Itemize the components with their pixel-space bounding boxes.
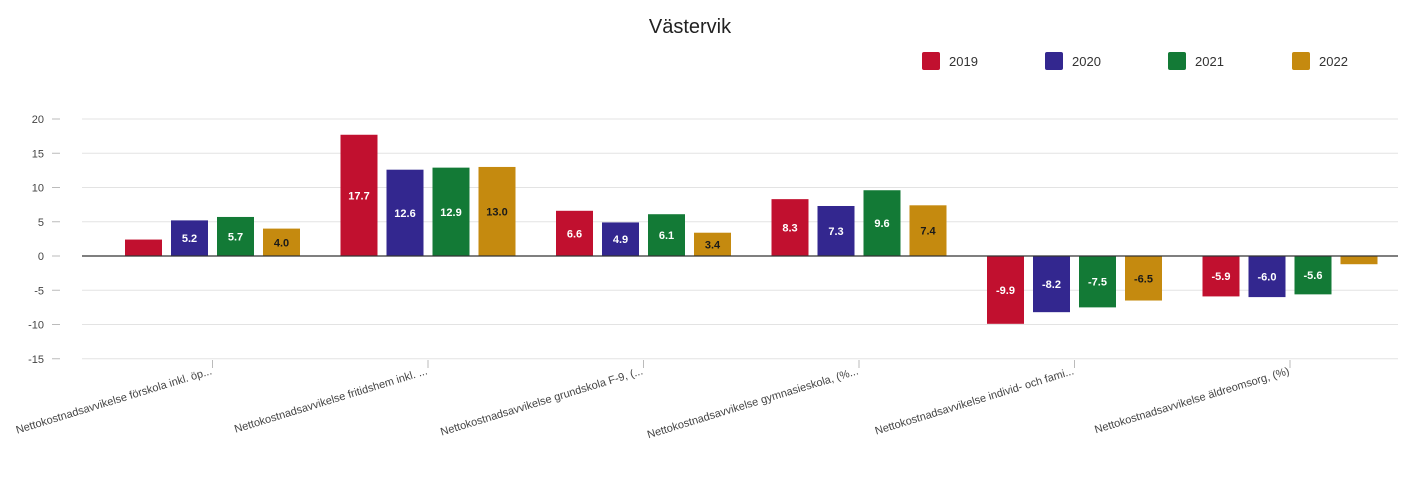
data-label: -7.5 xyxy=(1088,277,1107,289)
y-tick-label: -10 xyxy=(28,320,44,332)
data-label: 3.4 xyxy=(705,239,721,251)
data-label: 4.0 xyxy=(274,237,289,249)
y-tick-label: 0 xyxy=(38,251,44,263)
data-label: -6.0 xyxy=(1258,272,1277,284)
data-label: 5.2 xyxy=(182,233,197,245)
data-label: -5.9 xyxy=(1212,271,1231,283)
y-tick-label: 20 xyxy=(32,114,44,126)
data-label: 6.1 xyxy=(659,230,674,242)
data-label: 6.6 xyxy=(567,228,582,240)
data-label: -9.9 xyxy=(996,285,1015,297)
x-tick-label: Nettokostnadsavvikelse grundskola F-9, (… xyxy=(439,365,644,438)
data-label: 12.6 xyxy=(394,208,415,220)
y-tick-label: 15 xyxy=(32,148,44,160)
data-label: 13.0 xyxy=(486,206,507,218)
y-tick-label: -15 xyxy=(28,354,44,366)
x-tick-label: Nettokostnadsavvikelse äldreomsorg, (%) xyxy=(1093,365,1291,436)
x-tick-label: Nettokostnadsavvikelse fritidshem inkl. … xyxy=(233,365,429,435)
x-tick-label: Nettokostnadsavvikelse gymnasieskola, (%… xyxy=(646,365,860,441)
x-tick-label: Nettokostnadsavvikelse individ- och fami… xyxy=(874,365,1076,437)
data-label: -8.2 xyxy=(1042,279,1061,291)
data-label: 9.6 xyxy=(874,218,889,230)
data-label: -5.6 xyxy=(1304,270,1323,282)
y-tick-label: 5 xyxy=(38,217,44,229)
y-tick-label: -5 xyxy=(34,285,44,297)
data-label: 7.3 xyxy=(828,226,843,238)
bar-2022 xyxy=(1341,256,1378,264)
x-tick-label: Nettokostnadsavvikelse förskola inkl. öp… xyxy=(15,365,214,436)
data-label: 12.9 xyxy=(440,207,461,219)
data-label: 7.4 xyxy=(920,226,936,238)
data-label: 5.7 xyxy=(228,231,243,243)
y-tick-label: 10 xyxy=(32,183,44,195)
data-label: 4.9 xyxy=(613,234,628,246)
data-label: 17.7 xyxy=(348,190,369,202)
data-label: 8.3 xyxy=(782,223,797,235)
bar-2019 xyxy=(125,240,162,256)
data-label: -6.5 xyxy=(1134,273,1153,285)
